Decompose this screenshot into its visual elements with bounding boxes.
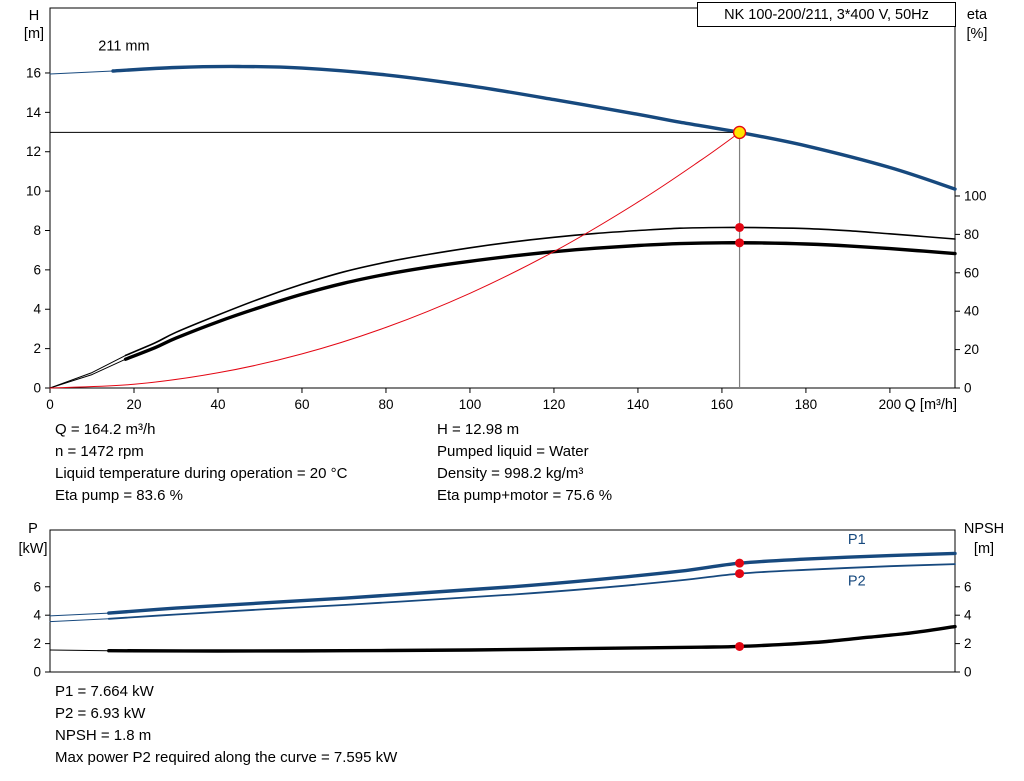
pump-title: NK 100-200/211, 3*400 V, 50Hz xyxy=(724,6,929,23)
y-left-tick-label: 0 xyxy=(33,381,41,396)
series-p1 xyxy=(107,551,957,615)
x-tick-label: 180 xyxy=(795,397,818,412)
duty-info-block: Q = 164.2 m³/h n = 1472 rpm Liquid tempe… xyxy=(55,419,612,507)
x-tick-label: 0 xyxy=(46,397,54,412)
y-left-tick-label: 14 xyxy=(26,105,42,120)
eta-pump-point xyxy=(735,222,745,232)
duty-info-right-column: H = 12.98 m Pumped liquid = Water Densit… xyxy=(437,419,612,507)
info-line-p1: P1 = 7.664 kW xyxy=(55,683,154,700)
x-tick-label: 80 xyxy=(378,397,393,412)
series-eta-pump-motor xyxy=(123,241,957,361)
p1-point xyxy=(735,558,745,568)
y-right-tick-label: 20 xyxy=(964,342,979,357)
series-eta-pump-lead xyxy=(49,354,127,389)
y-left-tick-label: 6 xyxy=(33,579,41,594)
x-axis-title: Q [m³/h] xyxy=(905,397,957,413)
info-line-npsh: NPSH = 1.8 m xyxy=(55,727,152,744)
x-tick-label: 140 xyxy=(627,397,650,412)
series-head-211mm-lead xyxy=(49,70,114,75)
y-right-axis-title: [%] xyxy=(967,26,988,42)
y-left-tick-label: 4 xyxy=(33,302,41,317)
result-info-block: P1 = 7.664 kW P2 = 6.93 kW NPSH = 1.8 m … xyxy=(55,681,397,769)
info-line-n: n = 1472 rpm xyxy=(55,443,144,460)
y-right-tick-label: 60 xyxy=(964,265,979,280)
y-left-tick-label: 4 xyxy=(33,608,41,623)
series-head-211mm xyxy=(111,64,957,191)
impeller-diameter-label: 211 mm xyxy=(98,38,149,54)
y-right-tick-label: 0 xyxy=(964,665,972,680)
x-tick-label: 20 xyxy=(126,397,141,412)
series-p1-lead xyxy=(49,612,110,617)
y-left-tick-label: 16 xyxy=(26,65,41,80)
y-right-tick-label: 4 xyxy=(964,608,972,623)
series-eta-pump xyxy=(124,226,956,357)
plot-frame xyxy=(49,7,956,389)
y-left-tick-label: 8 xyxy=(33,223,41,238)
y-left-tick-label: 2 xyxy=(33,636,41,651)
info-line-p2: P2 = 6.93 kW xyxy=(55,705,146,722)
y-right-tick-label: 2 xyxy=(964,636,972,651)
y-right-tick-label: 0 xyxy=(964,381,972,396)
p2-curve-label: P2 xyxy=(848,573,866,589)
info-line-density: Density = 998.2 kg/m³ xyxy=(437,465,584,482)
x-tick-label: 40 xyxy=(210,397,225,412)
x-tick-label: 100 xyxy=(459,397,482,412)
duty-point[interactable] xyxy=(732,125,747,140)
x-tick-label: 160 xyxy=(711,397,734,412)
y-right-tick-label: 80 xyxy=(964,227,979,242)
info-line-eta-pump-motor: Eta pump+motor = 75.6 % xyxy=(437,487,613,504)
info-line-pumped-liquid: Pumped liquid = Water xyxy=(437,443,589,460)
y-right-axis-title: [m] xyxy=(974,541,994,557)
info-line-max-p2: Max power P2 required along the curve = … xyxy=(55,749,398,766)
y-left-tick-label: 0 xyxy=(33,665,41,680)
y-left-tick-label: 6 xyxy=(33,262,41,277)
npsh-point xyxy=(735,641,745,651)
series-system-curve xyxy=(49,131,741,389)
pump-title-box: NK 100-200/211, 3*400 V, 50Hz xyxy=(697,2,956,27)
y-left-axis-title: P xyxy=(28,521,38,537)
duty-info-left-column: Q = 164.2 m³/h n = 1472 rpm Liquid tempe… xyxy=(55,419,437,507)
y-right-tick-label: 6 xyxy=(964,579,972,594)
y-left-axis-title: [m] xyxy=(24,26,44,42)
x-tick-label: 60 xyxy=(294,397,309,412)
info-line-q: Q = 164.2 m³/h xyxy=(55,421,156,438)
y-left-tick-label: 12 xyxy=(26,144,41,159)
series-p2-lead xyxy=(49,618,110,623)
series-npsh-lead xyxy=(49,649,110,652)
info-line-liquid-temp: Liquid temperature during operation = 20… xyxy=(55,465,348,482)
y-right-axis-title: eta xyxy=(967,7,988,23)
hq-eta-chart: 0 20 40 60 80 100 120 140 160 180 2000246810121416… xyxy=(24,7,988,413)
series-eta-pump-motor-lead xyxy=(49,358,127,389)
series-p2 xyxy=(107,563,956,620)
y-right-tick-label: 40 xyxy=(964,304,979,319)
series-npsh xyxy=(107,624,957,653)
y-left-axis-title: [kW] xyxy=(19,541,48,557)
y-left-tick-label: 2 xyxy=(33,341,41,356)
y-left-tick-label: 10 xyxy=(26,184,41,199)
info-line-h: H = 12.98 m xyxy=(437,421,520,438)
x-tick-label: 120 xyxy=(543,397,566,412)
y-right-tick-label: 100 xyxy=(964,188,987,203)
x-tick-label: 200 xyxy=(879,397,902,412)
y-right-axis-title: NPSH xyxy=(964,521,1004,537)
info-line-eta-pump: Eta pump = 83.6 % xyxy=(55,487,183,504)
eta-pump-motor-point xyxy=(735,238,745,248)
power-npsh-chart: 0 2 4 6 0 2 4 6 P [kW] NPSH [m] P1 P2 xyxy=(19,521,1005,680)
y-left-axis-title: H xyxy=(29,8,39,24)
p2-point xyxy=(735,569,745,579)
plot-frame xyxy=(49,529,956,673)
p1-curve-label: P1 xyxy=(848,532,866,548)
